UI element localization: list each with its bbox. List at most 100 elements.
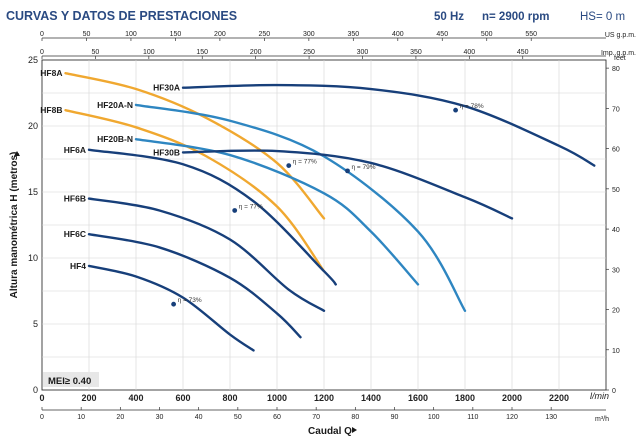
x-tick-label: 2200 bbox=[549, 393, 569, 403]
curve-hf6b bbox=[87, 197, 326, 312]
bottom-tick-label: 10 bbox=[77, 414, 85, 421]
efficiency-point bbox=[453, 107, 458, 113]
top-tick-label: 150 bbox=[170, 31, 182, 38]
top-tick-label: 300 bbox=[357, 49, 369, 56]
bottom-axis-2-ticks: 0 10 20 30 40 50 60 70 80 90 100 110 120 130 bbox=[40, 407, 557, 421]
hs-label: HS= 0 m bbox=[580, 11, 625, 23]
efficiency-label: η = 78% bbox=[460, 103, 484, 110]
top-tick-label: 350 bbox=[347, 31, 359, 38]
y-tick-label: 15 bbox=[28, 187, 38, 197]
efficiency-point bbox=[345, 168, 350, 174]
curve-label-hf8b: HF8B bbox=[40, 105, 62, 115]
chart-title: CURVAS Y DATOS DE PRESTACIONES bbox=[6, 9, 237, 23]
y-axis-arrow-icon bbox=[14, 151, 20, 156]
top-tick-label: 300 bbox=[303, 31, 315, 38]
top-axis-1-unit: US g.p.m. bbox=[605, 32, 636, 39]
top-tick-label: 0 bbox=[40, 49, 44, 56]
pump-curves bbox=[64, 72, 596, 352]
curve-hf30b bbox=[181, 149, 514, 220]
top-tick-label: 350 bbox=[410, 49, 422, 56]
x-tick-label: 1400 bbox=[361, 393, 381, 403]
efficiency-markers: η = 78% η = 79% η = 77% η = 77% η = 73% bbox=[171, 103, 484, 307]
curve-hf30a bbox=[181, 83, 596, 167]
efficiency-label: η = 73% bbox=[178, 297, 202, 304]
top-tick-label: 0 bbox=[40, 31, 44, 38]
curve-hf6a bbox=[87, 148, 337, 286]
bottom-tick-label: 30 bbox=[156, 414, 164, 421]
x-tick-label: 0 bbox=[39, 393, 44, 403]
x-tick-label: 1000 bbox=[267, 393, 287, 403]
y-tick-label: 0 bbox=[33, 385, 38, 395]
x-tick-label: 200 bbox=[81, 393, 96, 403]
top-tick-label: 50 bbox=[92, 49, 100, 56]
y-tick-label: 10 bbox=[28, 253, 38, 263]
curve-label-hf30b: HF30B bbox=[153, 147, 180, 157]
curve-hf4 bbox=[87, 264, 255, 352]
curve-label-hf8a: HF8A bbox=[40, 68, 62, 78]
right-tick-label: 80 bbox=[612, 66, 620, 73]
top-axis-2-ticks: 0 50 100 150 200 250 300 350 400 450 bbox=[40, 49, 529, 59]
speed-label: n= 2900 rpm bbox=[482, 11, 549, 23]
x-axis-title: Caudal Q bbox=[308, 426, 352, 437]
top-tick-label: 200 bbox=[250, 49, 262, 56]
right-axis-ticks: 0 10 20 30 40 50 60 70 80 bbox=[606, 66, 620, 395]
bottom-tick-label: 80 bbox=[351, 414, 359, 421]
bottom-tick-label: 90 bbox=[391, 414, 399, 421]
y-tick-label: 25 bbox=[28, 55, 38, 65]
x-tick-label: 600 bbox=[175, 393, 190, 403]
top-tick-label: 100 bbox=[125, 31, 137, 38]
top-tick-label: 400 bbox=[463, 49, 475, 56]
right-tick-label: 20 bbox=[612, 308, 620, 315]
top-tick-label: 100 bbox=[143, 49, 155, 56]
right-tick-label: 40 bbox=[612, 227, 620, 234]
bottom-tick-label: 40 bbox=[195, 414, 203, 421]
right-tick-label: 10 bbox=[612, 348, 620, 355]
top-axis-1-ticks: 0 50 100 150 200 250 300 350 400 450 500 550 bbox=[40, 31, 537, 41]
y-tick-label: 20 bbox=[28, 121, 38, 131]
right-tick-label: 30 bbox=[612, 267, 620, 274]
curve-label-hf6a: HF6A bbox=[64, 145, 86, 155]
curve-label-hf6c: HF6C bbox=[64, 229, 86, 239]
x-tick-label: 800 bbox=[222, 393, 237, 403]
x-tick-label: 1200 bbox=[314, 393, 334, 403]
bottom-tick-label: 120 bbox=[506, 414, 518, 421]
right-tick-label: 50 bbox=[612, 187, 620, 194]
right-axis-unit: feet bbox=[614, 55, 626, 62]
efficiency-point bbox=[171, 301, 177, 307]
top-tick-label: 550 bbox=[525, 31, 537, 38]
top-tick-label: 450 bbox=[517, 49, 529, 56]
bottom-tick-label: 100 bbox=[428, 414, 440, 421]
top-axis-2-unit: Imp. g.p.m. bbox=[601, 50, 636, 57]
top-tick-label: 400 bbox=[392, 31, 404, 38]
mei-box bbox=[43, 372, 99, 387]
efficiency-point bbox=[232, 208, 238, 213]
bottom-tick-label: 0 bbox=[40, 414, 44, 421]
efficiency-point bbox=[286, 163, 292, 169]
bottom-tick-label: 70 bbox=[312, 414, 320, 421]
curve-hf20b-n bbox=[134, 138, 420, 286]
top-tick-label: 50 bbox=[83, 31, 91, 38]
efficiency-label: η = 77% bbox=[239, 203, 263, 210]
x-tick-label: 400 bbox=[128, 393, 143, 403]
right-tick-label: 0 bbox=[612, 388, 616, 395]
top-tick-label: 250 bbox=[303, 49, 315, 56]
curve-hf6c bbox=[87, 233, 302, 339]
bottom-tick-label: 50 bbox=[234, 414, 242, 421]
x-axis-arrow-icon bbox=[352, 427, 357, 433]
x-axis-unit: l/min bbox=[590, 391, 609, 401]
y-axis-ticks: 0 5 10 15 20 25 bbox=[28, 55, 38, 395]
mei-label: MEI≥ 0.40 bbox=[48, 376, 91, 387]
bottom-tick-label: 110 bbox=[467, 414, 478, 421]
curve-hf8b bbox=[64, 108, 326, 273]
y-tick-label: 5 bbox=[33, 319, 38, 329]
y-axis-title: Altura manométrica H (metros) bbox=[9, 152, 20, 299]
frequency-label: 50 Hz bbox=[434, 11, 464, 23]
curve-label-hf6b: HF6B bbox=[64, 194, 86, 204]
curve-labels: HF8A HF8B HF30A HF20A-N HF20B-N HF30B HF6A HF6B… bbox=[40, 68, 180, 271]
top-tick-label: 450 bbox=[436, 31, 448, 38]
efficiency-label: η = 79% bbox=[352, 164, 376, 171]
right-tick-label: 60 bbox=[612, 147, 620, 154]
efficiency-label: η = 77% bbox=[293, 159, 317, 166]
curve-label-hf20a-n: HF20A-N bbox=[97, 100, 133, 110]
